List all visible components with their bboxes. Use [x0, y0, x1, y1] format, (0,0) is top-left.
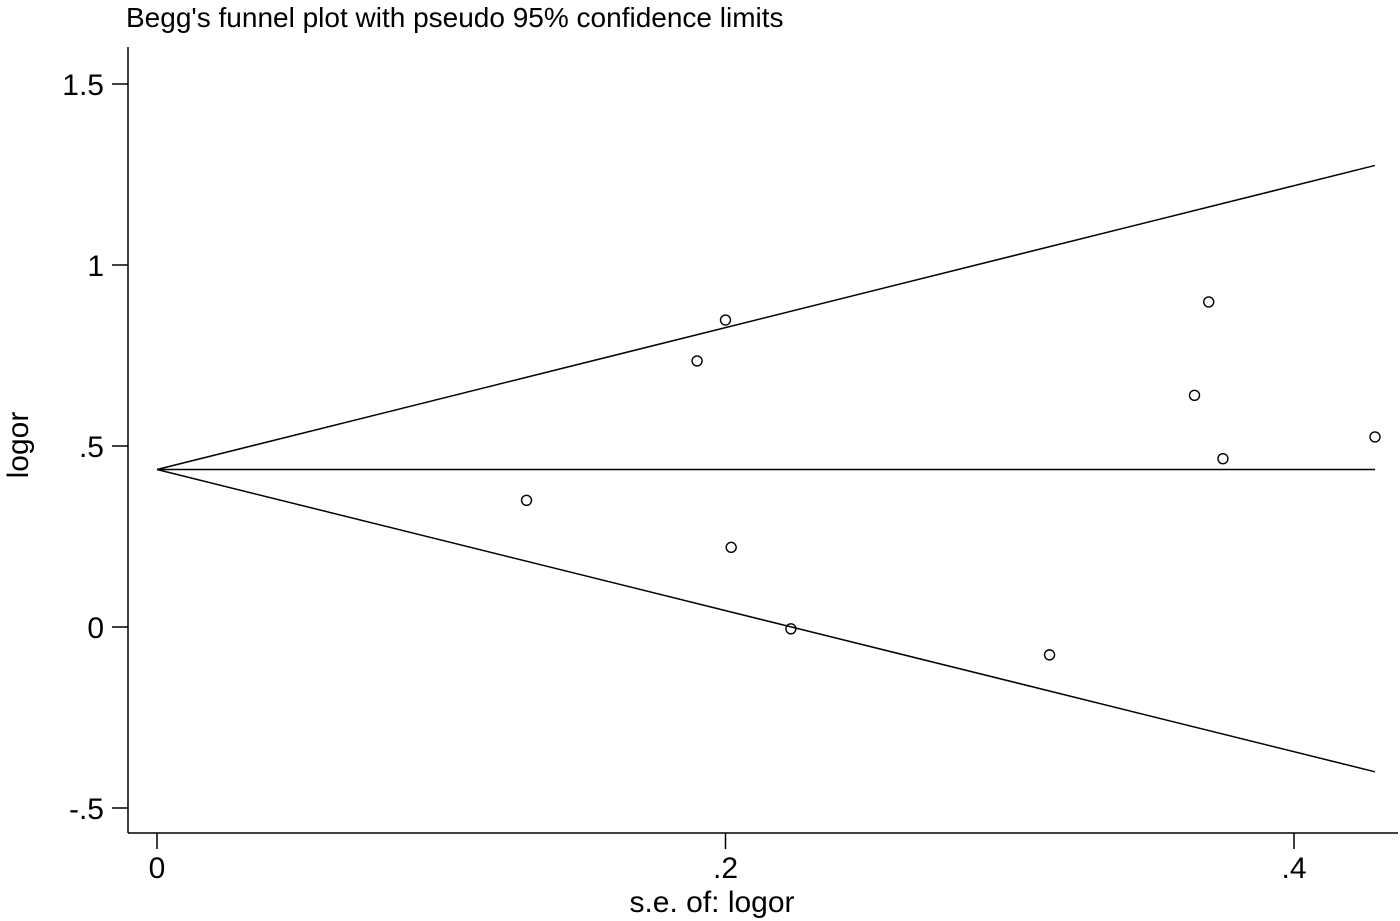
y-axis-title: logor — [2, 412, 35, 479]
study-point — [725, 541, 737, 554]
study-point — [1369, 431, 1381, 443]
y-tick-label: -.5 — [69, 793, 104, 826]
study-points — [520, 296, 1381, 661]
y-tick-label: .5 — [79, 431, 104, 464]
x-tick-label: .4 — [1281, 852, 1306, 885]
study-point — [1043, 649, 1056, 661]
axes — [127, 47, 1398, 834]
study-point — [719, 314, 732, 326]
x-axis-title: s.e. of: logor — [629, 886, 794, 919]
study-point — [1188, 389, 1201, 402]
study-point — [1217, 452, 1229, 465]
y-tick-label: 0 — [87, 612, 104, 645]
study-point — [520, 494, 533, 506]
x-ticks: 0 .2 .4 — [149, 833, 1307, 885]
study-point — [1203, 296, 1215, 308]
lower-confidence-limit-line — [156, 468, 1376, 773]
confidence-limits — [156, 164, 1376, 773]
study-point — [691, 355, 703, 367]
y-tick-label: 1 — [87, 250, 104, 283]
chart-title: Begg's funnel plot with pseudo 95% confi… — [126, 2, 784, 33]
x-tick-label: .2 — [713, 852, 738, 885]
y-tick-label: 1.5 — [62, 69, 104, 102]
study-point — [785, 623, 797, 635]
upper-confidence-limit-line — [156, 164, 1376, 471]
x-tick-label: 0 — [149, 852, 166, 885]
y-ticks: 1.51.50-.5 — [62, 69, 128, 826]
